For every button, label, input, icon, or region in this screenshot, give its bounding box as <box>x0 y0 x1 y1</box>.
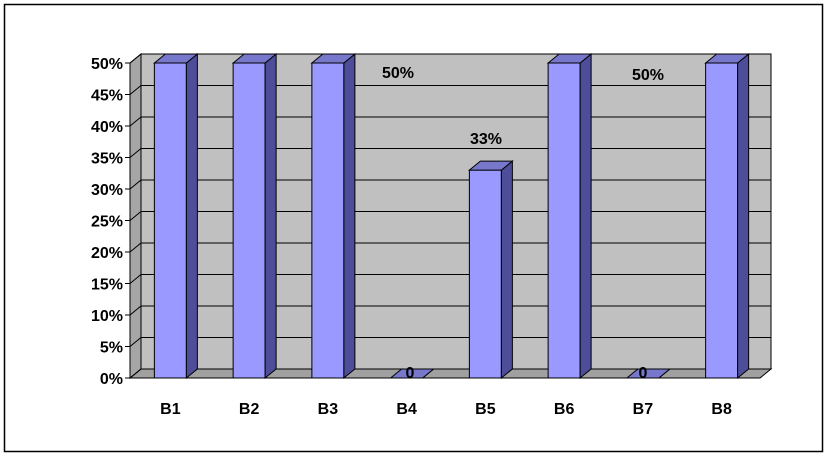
bar-side <box>264 52 277 380</box>
y-tick-label: 25% <box>91 214 123 231</box>
x-tick-label: B3 <box>318 401 339 418</box>
y-tick-label: 0% <box>100 371 123 388</box>
bar-front <box>311 62 345 379</box>
bar-top <box>389 368 436 379</box>
bar-top <box>704 53 751 64</box>
y-tick-label: 45% <box>91 88 123 105</box>
bar-b7 <box>625 368 672 379</box>
plot-floor <box>128 368 773 379</box>
bar-b2 <box>231 52 278 380</box>
data-label: 0 <box>639 365 648 382</box>
x-tick-label: B7 <box>633 401 654 418</box>
y-tick-label: 40% <box>91 119 123 136</box>
bar-top <box>546 53 593 64</box>
data-annotations: 50% 0 33% 50% 0 <box>382 65 664 382</box>
x-tick-label: B1 <box>160 401 181 418</box>
x-tick-label: B6 <box>554 401 575 418</box>
bar-side <box>737 52 750 380</box>
x-tick-label: B5 <box>475 401 496 418</box>
y-tick-label: 20% <box>91 245 123 262</box>
bar-b1 <box>152 52 199 380</box>
bar-front <box>547 62 581 379</box>
y-tick-label: 10% <box>91 308 123 325</box>
bar-top <box>231 53 278 64</box>
bar-side <box>500 160 513 380</box>
data-label: 50% <box>382 65 414 82</box>
bar-front <box>153 62 187 379</box>
bar-side <box>579 52 592 380</box>
bar-front <box>468 169 502 379</box>
bar-b5 <box>467 160 514 380</box>
bar-b6 <box>546 52 593 380</box>
data-label: 0 <box>406 365 415 382</box>
bar-top <box>467 160 514 171</box>
bar-b3 <box>310 52 357 380</box>
y-tick-label: 30% <box>91 182 123 199</box>
bar-top <box>625 368 672 379</box>
bar-top <box>152 53 199 64</box>
plot-area <box>128 52 773 380</box>
bar-b4 <box>389 368 436 379</box>
bar-side <box>185 52 198 380</box>
y-tick-label: 15% <box>91 277 123 294</box>
y-tick-label: 5% <box>100 340 123 357</box>
bar-top <box>310 53 357 64</box>
y-tick-label: 50% <box>91 56 123 73</box>
x-tick-label: B2 <box>239 401 260 418</box>
bar-side <box>343 52 356 380</box>
x-axis-tick-labels: B1 B2 B3 B4 B5 B6 B7 B8 <box>160 401 732 418</box>
bar-front <box>705 62 739 379</box>
data-label: 50% <box>632 67 664 84</box>
bars <box>152 52 751 380</box>
bar-b8 <box>704 52 751 380</box>
x-tick-label: B8 <box>711 401 732 418</box>
y-axis-tick-labels: 0% 5% 10% 15% 20% 25% 30% 35% 40% 45% 50% <box>91 56 123 388</box>
x-tick-label: B4 <box>396 401 417 418</box>
y-tick-label: 35% <box>91 151 123 168</box>
data-label: 33% <box>470 131 502 148</box>
bar-front <box>232 62 266 379</box>
